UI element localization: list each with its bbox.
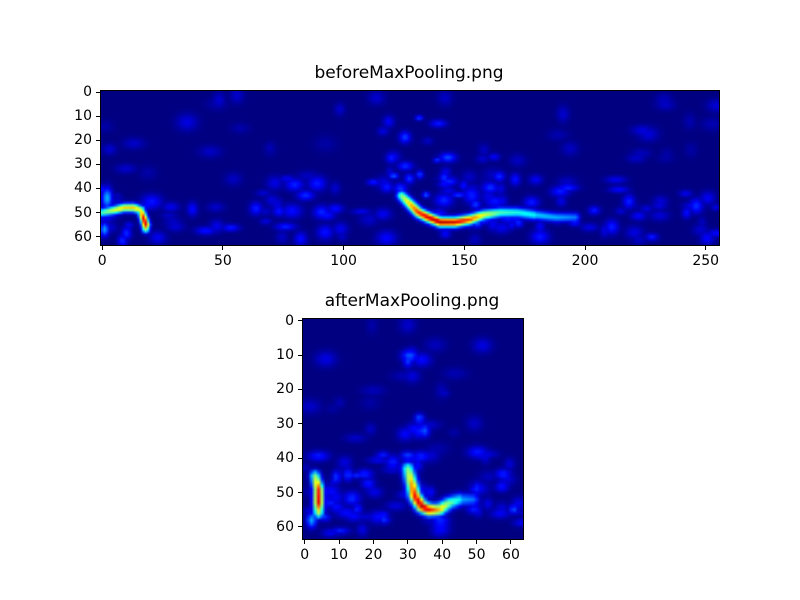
x-tick-mark bbox=[441, 540, 443, 544]
y-tick-mark bbox=[96, 115, 100, 117]
x-tick-mark bbox=[476, 540, 478, 544]
heatmap-image-after bbox=[303, 319, 523, 539]
x-tick-label: 30 bbox=[398, 547, 417, 563]
y-tick-mark bbox=[96, 187, 100, 189]
x-tick-mark bbox=[407, 540, 409, 544]
x-tick-mark bbox=[372, 540, 374, 544]
y-tick-label: 0 bbox=[83, 84, 92, 101]
x-tick-mark bbox=[705, 246, 707, 250]
y-tick-mark bbox=[96, 91, 100, 93]
x-tick-label: 50 bbox=[213, 253, 232, 269]
y-tick-mark bbox=[298, 320, 302, 322]
y-tick-mark bbox=[298, 354, 302, 356]
y-tick-label: 50 bbox=[276, 484, 294, 501]
y-tick-label: 40 bbox=[276, 450, 294, 467]
y-tick-mark bbox=[298, 492, 302, 494]
x-tick-label: 200 bbox=[571, 253, 599, 269]
x-tick-label: 40 bbox=[433, 547, 452, 563]
x-tick-label: 0 bbox=[97, 253, 107, 269]
x-tick-label: 60 bbox=[502, 547, 520, 563]
y-tick-mark bbox=[298, 388, 302, 390]
y-tick-mark bbox=[96, 163, 100, 165]
y-tick-mark bbox=[298, 457, 302, 459]
y-tick-label: 30 bbox=[74, 156, 92, 173]
x-tick-label: 50 bbox=[467, 547, 486, 563]
y-tick-label: 20 bbox=[74, 132, 92, 149]
y-tick-label: 10 bbox=[276, 347, 294, 364]
x-tick-mark bbox=[584, 246, 586, 250]
plot-title-before: beforeMaxPooling.png bbox=[314, 63, 504, 83]
plot-title-after: afterMaxPooling.png bbox=[324, 291, 500, 311]
y-tick-label: 0 bbox=[285, 312, 294, 329]
y-tick-mark bbox=[298, 526, 302, 528]
x-tick-mark bbox=[510, 540, 512, 544]
y-tick-mark bbox=[298, 423, 302, 425]
y-tick-label: 20 bbox=[276, 381, 294, 398]
x-tick-mark bbox=[222, 246, 224, 250]
y-tick-label: 60 bbox=[74, 228, 92, 245]
y-tick-label: 60 bbox=[276, 518, 294, 535]
y-tick-label: 40 bbox=[74, 180, 92, 197]
plot-area-after bbox=[302, 318, 524, 540]
x-tick-mark bbox=[338, 540, 340, 544]
x-tick-mark bbox=[101, 246, 103, 250]
heatmap-image-before bbox=[101, 91, 719, 245]
y-tick-label: 50 bbox=[74, 204, 92, 221]
x-tick-label: 10 bbox=[330, 547, 348, 563]
x-tick-mark bbox=[463, 246, 465, 250]
y-tick-mark bbox=[96, 212, 100, 214]
x-tick-label: 20 bbox=[364, 547, 383, 563]
plot-area-before bbox=[100, 90, 720, 246]
y-tick-label: 30 bbox=[276, 415, 294, 432]
x-tick-mark bbox=[304, 540, 306, 544]
x-tick-label: 250 bbox=[692, 253, 720, 269]
x-tick-label: 150 bbox=[450, 253, 478, 269]
y-tick-label: 10 bbox=[74, 108, 92, 125]
x-tick-label: 100 bbox=[330, 253, 357, 269]
y-tick-mark bbox=[96, 139, 100, 141]
y-tick-mark bbox=[96, 236, 100, 238]
x-tick-mark bbox=[343, 246, 345, 250]
x-tick-label: 0 bbox=[300, 547, 310, 563]
